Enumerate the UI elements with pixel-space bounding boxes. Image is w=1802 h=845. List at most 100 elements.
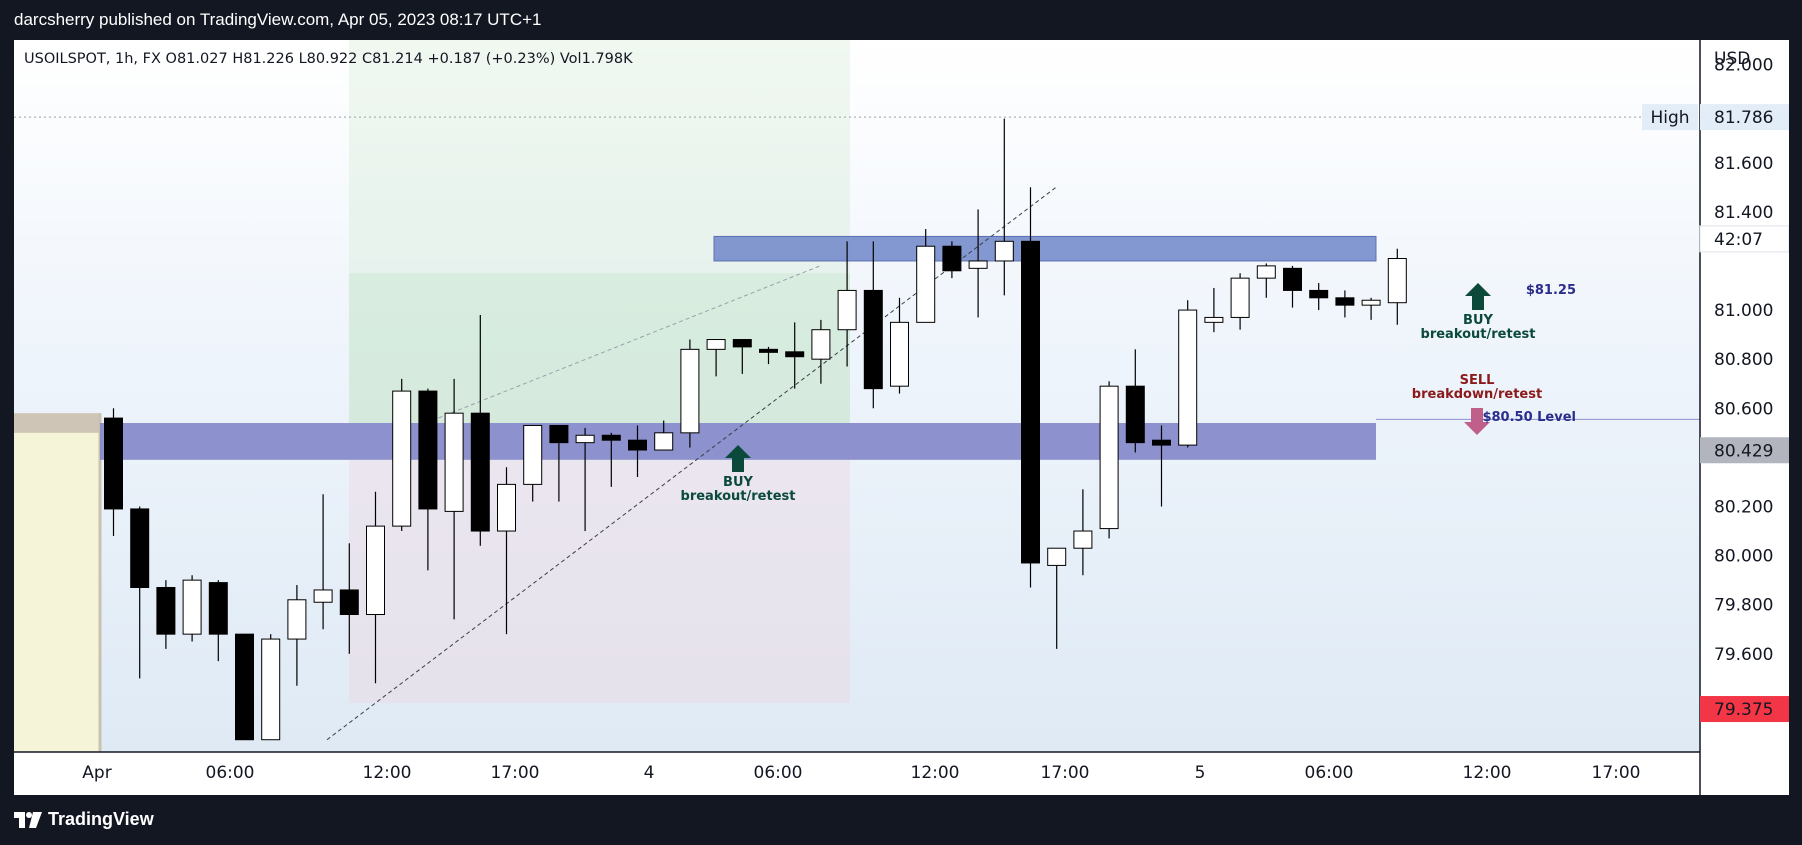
y-tick-label: 81.400 bbox=[1714, 203, 1773, 223]
current-price-tag bbox=[1700, 437, 1789, 464]
y-tick-label: 81.600 bbox=[1714, 154, 1773, 174]
x-tick-label: 06:00 bbox=[1305, 763, 1354, 783]
current-price-label: 80.429 bbox=[1714, 441, 1773, 461]
candle-up[interactable] bbox=[654, 432, 674, 451]
y-tick-label: 79.800 bbox=[1714, 596, 1773, 616]
candle-up[interactable] bbox=[1256, 265, 1276, 279]
candle-up[interactable] bbox=[444, 412, 464, 512]
sell-arrow-icon bbox=[1464, 408, 1490, 435]
candle-up[interactable] bbox=[1361, 299, 1381, 306]
candle-down[interactable] bbox=[156, 587, 176, 635]
candle-down[interactable] bbox=[208, 582, 228, 635]
candle-up[interactable] bbox=[313, 589, 333, 603]
upper-level-label: $81.25 bbox=[1526, 283, 1576, 298]
countdown-label: 42:07 bbox=[1714, 230, 1763, 250]
ohlc-legend: USOILSPOT, 1h, FX O81.027 H81.226 L80.92… bbox=[24, 51, 633, 67]
high-tag-box bbox=[1642, 104, 1698, 131]
high-value-label: 81.786 bbox=[1714, 108, 1773, 128]
x-tick-label: Apr bbox=[82, 763, 111, 783]
candle-up[interactable] bbox=[497, 483, 516, 532]
candle-up[interactable] bbox=[1099, 385, 1119, 530]
sell-annotation-sub: breakdown/retest bbox=[1412, 387, 1542, 402]
buy-annotation-title: BUY bbox=[723, 475, 753, 490]
candle-down[interactable] bbox=[549, 424, 569, 444]
x-tick-label: 12:00 bbox=[1463, 763, 1512, 783]
candle-up[interactable] bbox=[575, 434, 595, 444]
currency-label: USD bbox=[1714, 49, 1750, 69]
candle-down[interactable] bbox=[104, 417, 123, 510]
candle-down[interactable] bbox=[601, 434, 621, 441]
high-tag-label: High bbox=[1650, 108, 1689, 128]
candle-up[interactable] bbox=[1387, 258, 1407, 304]
buy-arrow-icon bbox=[725, 445, 751, 472]
x-tick-label: 12:00 bbox=[363, 763, 412, 783]
candle-up[interactable] bbox=[890, 321, 909, 387]
candle-down[interactable] bbox=[785, 351, 805, 358]
candle-up[interactable] bbox=[706, 339, 726, 350]
candle-up[interactable] bbox=[523, 424, 543, 485]
candle-up[interactable] bbox=[994, 240, 1014, 262]
candle-up[interactable] bbox=[916, 245, 936, 323]
buy2-annotation-sub: breakout/retest bbox=[1421, 327, 1536, 342]
candle-down[interactable] bbox=[628, 439, 647, 451]
position-profit-zone bbox=[349, 40, 850, 424]
high-value-box bbox=[1700, 104, 1789, 131]
sell-annotation-title: SELL bbox=[1460, 373, 1495, 388]
candle-up[interactable] bbox=[1047, 547, 1067, 566]
candle-up[interactable] bbox=[968, 260, 988, 269]
x-tick-label: 06:00 bbox=[206, 763, 255, 783]
tradingview-logo[interactable]: TradingView bbox=[14, 809, 154, 830]
trendline-lower[interactable] bbox=[326, 186, 1057, 741]
candle-down[interactable] bbox=[1283, 267, 1302, 291]
y-tick-label: 80.200 bbox=[1714, 497, 1773, 517]
x-tick-label: 12:00 bbox=[911, 763, 960, 783]
candle-down[interactable] bbox=[1309, 289, 1329, 299]
candle-down[interactable] bbox=[418, 390, 438, 510]
candlestick-chart[interactable]: BUYbreakout/retestBUYbreakout/retestSELL… bbox=[14, 40, 1789, 795]
brand-name: TradingView bbox=[48, 809, 154, 829]
candle-up[interactable] bbox=[366, 525, 385, 616]
candle-up[interactable] bbox=[837, 289, 857, 331]
y-tick-label: 81.000 bbox=[1714, 301, 1773, 321]
y-tick-label: 80.000 bbox=[1714, 547, 1773, 567]
tradingview-logo-icon bbox=[14, 811, 42, 828]
candle-up[interactable] bbox=[392, 390, 412, 527]
candle-down[interactable] bbox=[1335, 297, 1355, 306]
y-tick-label: 82.000 bbox=[1714, 56, 1773, 76]
price-axis[interactable] bbox=[1700, 40, 1789, 795]
candle-up[interactable] bbox=[287, 599, 307, 640]
buy-annotation-sub: breakout/retest bbox=[681, 489, 796, 504]
lower-level-label: $80.50 Level bbox=[1482, 410, 1576, 425]
candle-down[interactable] bbox=[1021, 240, 1040, 564]
chart-area[interactable]: BUY breakout/retest BUY breakout/retest SELL… bbox=[14, 40, 1789, 795]
candle-down[interactable] bbox=[470, 412, 490, 532]
candle-up[interactable] bbox=[811, 329, 831, 360]
candle-down[interactable] bbox=[863, 289, 883, 390]
candle-up[interactable] bbox=[1230, 277, 1250, 318]
y-tick-label: 79.600 bbox=[1714, 645, 1773, 665]
last-price-tag bbox=[1700, 696, 1789, 723]
candle-down[interactable] bbox=[339, 589, 359, 616]
candle-down[interactable] bbox=[130, 508, 150, 589]
countdown-box bbox=[1699, 225, 1789, 253]
candle-down[interactable] bbox=[1152, 439, 1171, 446]
candle-down[interactable] bbox=[235, 633, 254, 741]
x-tick-label: 17:00 bbox=[491, 763, 540, 783]
last-price-label: 79.375 bbox=[1714, 700, 1773, 720]
publisher-header: darcsherry published on TradingView.com,… bbox=[0, 0, 1802, 40]
x-tick-label: 5 bbox=[1195, 763, 1206, 783]
candle-down[interactable] bbox=[1125, 385, 1145, 444]
publisher-line: darcsherry published on TradingView.com,… bbox=[14, 10, 542, 29]
time-axis[interactable] bbox=[14, 752, 1700, 795]
candle-down[interactable] bbox=[942, 245, 962, 272]
candle-up[interactable] bbox=[182, 579, 202, 635]
candle-up[interactable] bbox=[680, 348, 700, 434]
candle-up[interactable] bbox=[1178, 309, 1198, 446]
resistance-zone[interactable] bbox=[713, 235, 1377, 262]
candle-up[interactable] bbox=[261, 638, 281, 741]
candle-up[interactable] bbox=[1073, 530, 1093, 549]
x-tick-label: 06:00 bbox=[754, 763, 803, 783]
candle-down[interactable] bbox=[732, 339, 752, 348]
candle-up[interactable] bbox=[1204, 316, 1224, 323]
candle-down[interactable] bbox=[759, 348, 778, 353]
